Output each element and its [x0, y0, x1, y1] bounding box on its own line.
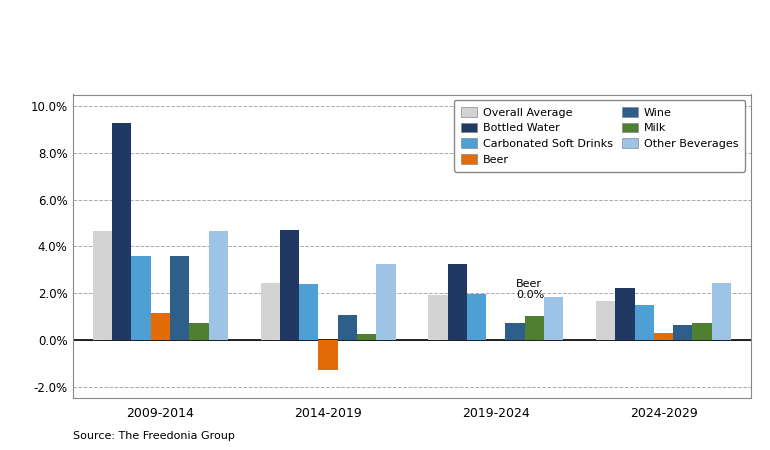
Text: Beer
0.0%: Beer 0.0%: [516, 279, 544, 300]
Text: Freedonia: Freedonia: [624, 66, 689, 79]
Bar: [673, 324, 692, 340]
Bar: [151, 313, 170, 340]
Bar: [319, 340, 338, 370]
Bar: [634, 305, 654, 340]
Bar: [467, 294, 486, 340]
Text: Source: The Freedonia Group: Source: The Freedonia Group: [73, 431, 235, 441]
Bar: [357, 334, 377, 340]
Legend: Overall Average, Bottled Water, Carbonated Soft Drinks, Beer, Wine, Milk, Other : Overall Average, Bottled Water, Carbonat…: [454, 100, 745, 171]
Bar: [300, 284, 319, 340]
Bar: [170, 256, 189, 340]
Bar: [524, 316, 544, 340]
Bar: [189, 324, 209, 340]
Bar: [132, 256, 151, 340]
Bar: [596, 302, 615, 340]
Bar: [209, 231, 228, 340]
Bar: [260, 283, 280, 340]
Bar: [377, 264, 396, 340]
Bar: [692, 324, 711, 340]
Bar: [505, 324, 524, 340]
Bar: [654, 333, 673, 340]
Bar: [711, 283, 731, 340]
Bar: [544, 297, 564, 340]
Bar: [447, 264, 467, 340]
Bar: [615, 288, 634, 340]
Bar: [428, 296, 447, 340]
Bar: [280, 230, 300, 340]
Bar: [338, 315, 357, 340]
Text: Figure 4-1 | Global Beverage Caps & Closures Demand by Application, 2009 – 2029 : Figure 4-1 | Global Beverage Caps & Clos…: [10, 22, 607, 32]
Bar: [112, 122, 132, 340]
Bar: [93, 231, 112, 340]
